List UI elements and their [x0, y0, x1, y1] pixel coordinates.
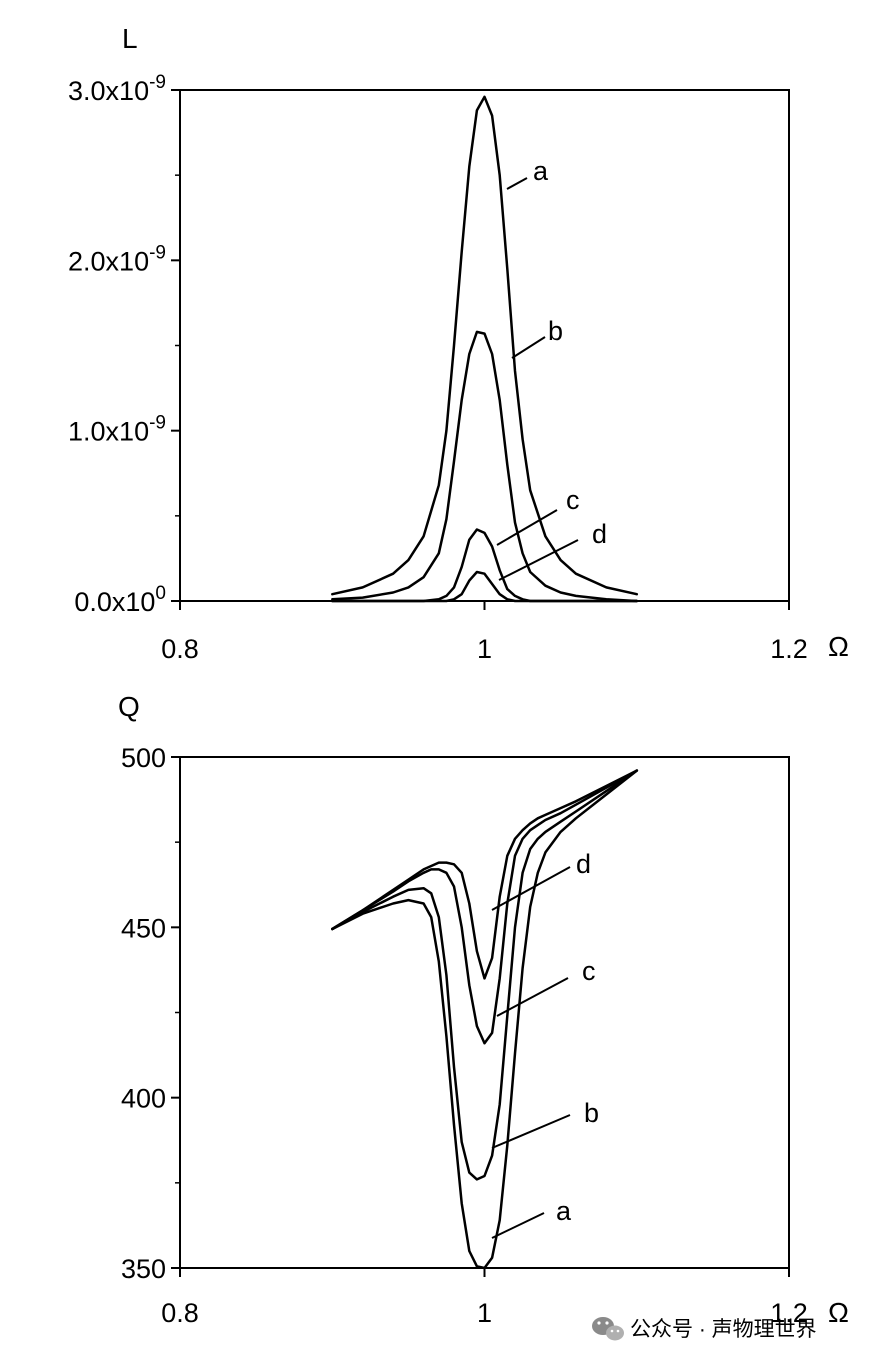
callout-line-a [506, 177, 528, 190]
curve-label-d: d [592, 519, 607, 549]
callout-line-c [496, 977, 569, 1017]
curve-label-c: c [582, 956, 596, 986]
wechat-logo-icon [592, 1317, 624, 1341]
x-tick-label: 0.8 [161, 1298, 199, 1328]
chart-l-vs-omega: L 0.0x100 1.0x10-9 2.0x10-9 3.0x10-9 0.8 1 1.… [68, 23, 849, 664]
x-tick-label: 1.2 [770, 634, 808, 664]
plot-frame [179, 756, 790, 1269]
x-tick-label: 1.2 [770, 1298, 808, 1328]
curve-callout-a: a [506, 156, 549, 190]
callout-line-d [498, 539, 579, 581]
y-tick-label: 1.0x10-9 [68, 413, 166, 447]
curve-callout-a: a [491, 1196, 572, 1239]
chart-q-vs-omega: Q 350 400 450 500 0.8 1 1.2 Ω d c b a [118, 691, 849, 1328]
curve-group [331, 769, 639, 1270]
curve-callout-d: d [498, 519, 607, 581]
series-b-line [331, 769, 639, 1181]
y-tick-label: 450 [121, 913, 166, 943]
y-tick-group: 350 400 450 500 [121, 743, 180, 1284]
y-tick-label: 0.0x100 [74, 583, 166, 617]
curve-label-a: a [556, 1196, 572, 1226]
x-tick-group: 0.8 1 1.2 [161, 601, 808, 664]
callout-line-b [511, 336, 546, 359]
plot-frame [179, 89, 790, 602]
series-b-line [331, 330, 639, 603]
curve-callout-b: b [491, 1098, 599, 1149]
curve-callout-c: c [496, 956, 596, 1017]
x-tick-group: 0.8 1 1.2 [161, 1268, 808, 1328]
y-tick-label: 400 [121, 1084, 166, 1114]
y-tick-group: 0.0x100 1.0x10-9 2.0x10-9 3.0x10-9 [68, 72, 180, 617]
y-axis-label: Q [118, 691, 140, 722]
curve-group [331, 95, 639, 603]
callout-line-a [491, 1212, 545, 1239]
callout-line-d [491, 866, 571, 911]
x-axis-label: Ω [828, 631, 849, 662]
curve-label-c: c [566, 485, 580, 515]
curve-callout-b: b [511, 316, 563, 359]
curve-label-b: b [548, 316, 563, 346]
curve-callout-d: d [491, 849, 591, 911]
callout-line-b [491, 1114, 571, 1149]
series-a-line [331, 95, 639, 596]
series-d-line [331, 769, 639, 980]
curve-callout-c: c [496, 485, 580, 546]
x-tick-label: 1 [477, 634, 492, 664]
series-c-line [331, 769, 639, 1045]
watermark-text: 公众号 · 声物理世界 [630, 1318, 817, 1341]
curve-label-b: b [584, 1098, 599, 1128]
x-axis-label: Ω [828, 1297, 849, 1328]
x-tick-label: 1 [477, 1298, 492, 1328]
series-a-line [331, 769, 639, 1270]
y-tick-label: 3.0x10-9 [68, 72, 166, 106]
callout-line-c [496, 509, 558, 546]
y-tick-label: 2.0x10-9 [68, 242, 166, 276]
curve-label-a: a [533, 156, 549, 186]
watermark: 公众号 · 声物理世界 [592, 1317, 817, 1341]
y-tick-label: 500 [121, 743, 166, 773]
y-axis-label: L [122, 23, 138, 54]
x-tick-label: 0.8 [161, 634, 199, 664]
curve-label-d: d [576, 849, 591, 879]
y-tick-label: 350 [121, 1254, 166, 1284]
series-d-line [331, 570, 639, 603]
